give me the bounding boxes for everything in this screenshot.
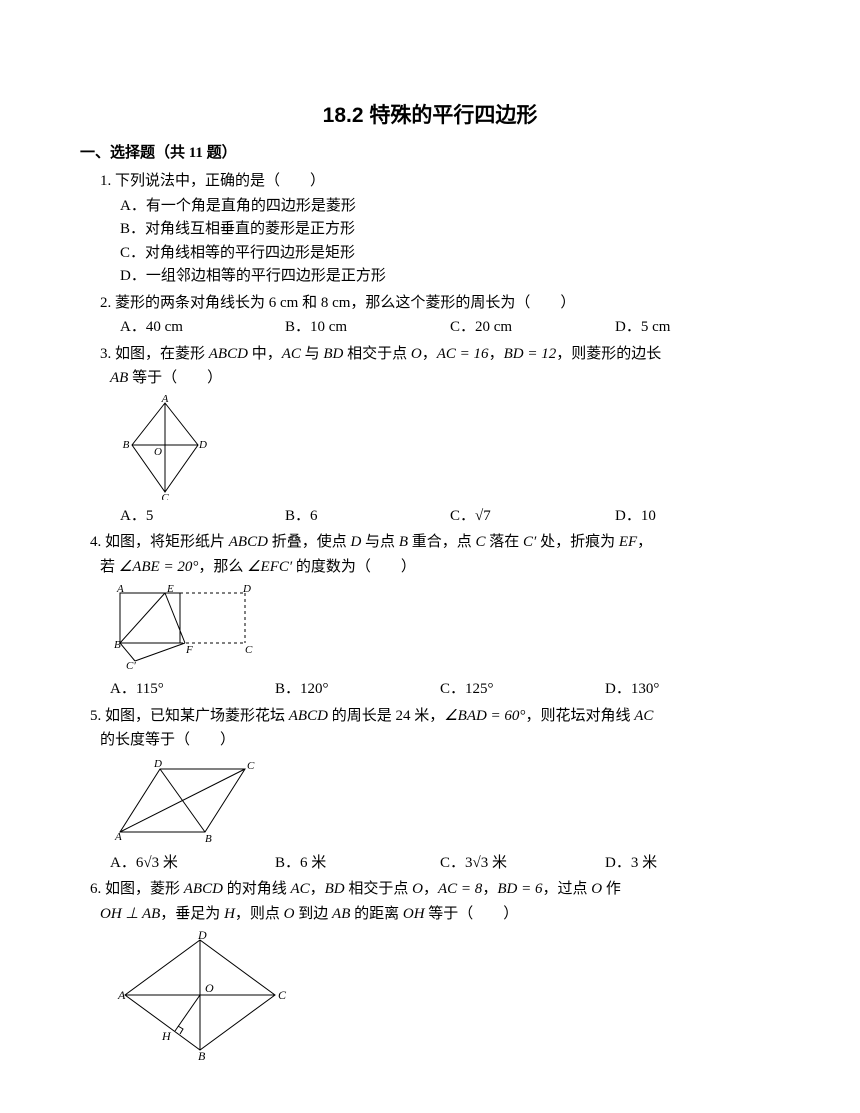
q3-opt-d: D．10: [615, 505, 735, 528]
q4-opt-d: D．130°: [605, 678, 725, 701]
svg-text:D: D: [242, 583, 251, 595]
q1-stem: 1. 下列说法中，正确的是（ ）: [100, 170, 780, 193]
q4-options: A．115° B．120° C．125° D．130°: [90, 678, 780, 701]
q3-opt-a: A．5: [120, 505, 285, 528]
svg-text:C: C: [278, 988, 287, 1002]
q5-opt-b: B．6 米: [275, 852, 440, 875]
q4-stem: 4. 如图，将矩形纸片 ABCD 折叠，使点 D 与点 B 重合，点 C 落在 …: [90, 531, 780, 554]
q5-options: A．6√3 米 B．6 米 C．3√3 米 D．3 米: [90, 852, 780, 875]
q1-opt-b: B．对角线互相垂直的菱形是正方形: [120, 218, 780, 241]
svg-text:O: O: [205, 981, 214, 995]
q3-opt-c: C．√7: [450, 505, 615, 528]
svg-text:D: D: [197, 930, 207, 942]
q3-opt-b: B．6: [285, 505, 450, 528]
svg-text:B: B: [205, 833, 212, 845]
q5-figure: A B C D: [110, 757, 780, 847]
question-5: 5. 如图，已知某广场菱形花坛 ABCD 的周长是 24 米，∠BAD = 60…: [80, 705, 780, 875]
q4-cont: 若 ∠ABE = 20°，那么 ∠EFC′ 的度数为（ ）: [90, 556, 780, 579]
svg-text:A: A: [114, 831, 122, 843]
q4-figure: A E D B F C C′: [110, 583, 780, 673]
question-6: 6. 如图，菱形 ABCD 的对角线 AC，BD 相交于点 O，AC = 8，B…: [80, 878, 780, 1060]
q3-cont: AB 等于（ ）: [100, 367, 780, 390]
q3-stem: 3. 如图，在菱形 ABCD 中，AC 与 BD 相交于点 O，AC = 16，…: [100, 343, 780, 366]
q2-opt-c: C．20 cm: [450, 316, 615, 339]
svg-text:B: B: [123, 439, 130, 451]
q5-opt-a: A．6√3 米: [110, 852, 275, 875]
q2-options: A．40 cm B．10 cm C．20 cm D．5 cm: [100, 316, 780, 339]
svg-text:C: C: [247, 760, 255, 772]
svg-text:D: D: [198, 439, 207, 451]
question-2: 2. 菱形的两条对角线长为 6 cm 和 8 cm，那么这个菱形的周长为（ ） …: [80, 292, 780, 339]
q5-stem: 5. 如图，已知某广场菱形花坛 ABCD 的周长是 24 米，∠BAD = 60…: [90, 705, 780, 728]
q5-opt-c: C．3√3 米: [440, 852, 605, 875]
q2-opt-a: A．40 cm: [120, 316, 285, 339]
q2-opt-d: D．5 cm: [615, 316, 735, 339]
question-4: 4. 如图，将矩形纸片 ABCD 折叠，使点 D 与点 B 重合，点 C 落在 …: [80, 531, 780, 701]
svg-text:B: B: [198, 1049, 206, 1060]
svg-text:A: A: [116, 583, 124, 595]
q5-opt-d: D．3 米: [605, 852, 725, 875]
q4-opt-a: A．115°: [110, 678, 275, 701]
svg-text:C′: C′: [126, 660, 136, 672]
q1-opt-a: A．有一个角是直角的四边形是菱形: [120, 195, 780, 218]
q1-opt-c: C．对角线相等的平行四边形是矩形: [120, 242, 780, 265]
q1-opt-d: D．一组邻边相等的平行四边形是正方形: [120, 265, 780, 288]
page-title: 18.2 特殊的平行四边形: [80, 100, 780, 132]
q4-opt-b: B．120°: [275, 678, 440, 701]
svg-text:E: E: [166, 583, 174, 595]
svg-text:A: A: [161, 395, 169, 405]
q3-figure: A B D C O: [120, 395, 780, 500]
question-1: 1. 下列说法中，正确的是（ ） A．有一个角是直角的四边形是菱形 B．对角线互…: [80, 170, 780, 288]
svg-text:F: F: [185, 644, 193, 656]
svg-text:A: A: [117, 988, 126, 1002]
q6-stem: 6. 如图，菱形 ABCD 的对角线 AC，BD 相交于点 O，AC = 8，B…: [90, 878, 780, 901]
svg-text:C: C: [161, 492, 169, 500]
q5-cont: 的长度等于（ ）: [90, 729, 780, 752]
svg-text:C: C: [245, 644, 253, 656]
svg-text:O: O: [154, 446, 162, 458]
q6-cont: OH ⊥ AB，垂足为 H，则点 O 到边 AB 的距离 OH 等于（ ）: [90, 903, 780, 926]
section-header: 一、选择题（共 11 题）: [80, 142, 780, 165]
svg-text:B: B: [114, 639, 121, 651]
q2-stem: 2. 菱形的两条对角线长为 6 cm 和 8 cm，那么这个菱形的周长为（ ）: [100, 292, 780, 315]
q1-options: A．有一个角是直角的四边形是菱形 B．对角线互相垂直的菱形是正方形 C．对角线相…: [100, 195, 780, 288]
question-3: 3. 如图，在菱形 ABCD 中，AC 与 BD 相交于点 O，AC = 16，…: [80, 343, 780, 528]
svg-text:H: H: [161, 1029, 172, 1043]
q6-figure: A B C D O H: [110, 930, 780, 1060]
q2-opt-b: B．10 cm: [285, 316, 450, 339]
q4-opt-c: C．125°: [440, 678, 605, 701]
svg-text:D: D: [153, 758, 162, 770]
q3-options: A．5 B．6 C．√7 D．10: [100, 505, 780, 528]
